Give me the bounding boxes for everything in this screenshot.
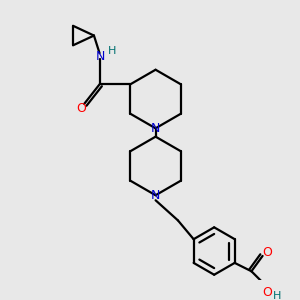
Text: H: H: [108, 46, 116, 56]
Text: O: O: [262, 246, 272, 259]
Text: N: N: [151, 189, 160, 202]
Text: O: O: [76, 102, 86, 115]
Text: H: H: [273, 291, 282, 300]
Text: O: O: [262, 286, 272, 299]
Text: N: N: [151, 122, 160, 135]
Text: N: N: [96, 50, 106, 63]
